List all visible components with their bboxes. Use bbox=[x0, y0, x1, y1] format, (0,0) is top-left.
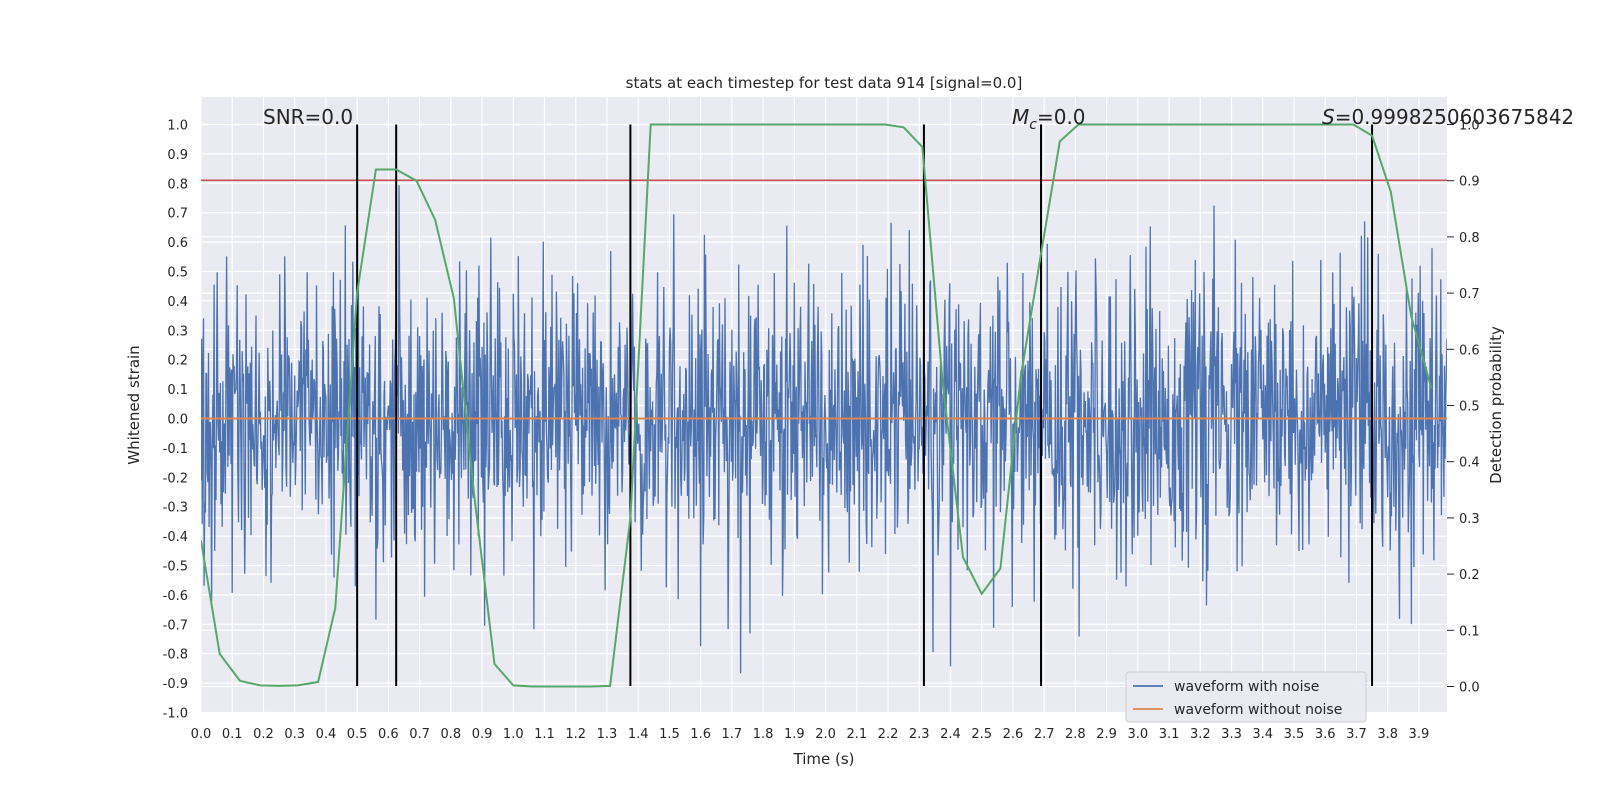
x-tick-label: 1.6 bbox=[690, 727, 711, 742]
y-tick-labels: 1.0 0.9 0.8 0.7 0.6 0.5 0.4 0.3 0.2 0.1 0.0 -0.1 -0.… bbox=[163, 119, 188, 722]
x-tick-label: 3.0 bbox=[1127, 727, 1148, 742]
y-tick-label: 0.9 bbox=[167, 148, 188, 163]
y-tick-label: 1.0 bbox=[167, 119, 188, 134]
x-tick-label: 3.7 bbox=[1346, 727, 1367, 742]
y-tick-label: 0.5 bbox=[167, 266, 188, 281]
x-tick-label: 2.7 bbox=[1034, 727, 1055, 742]
y2-tick-label: 0.9 bbox=[1459, 175, 1480, 190]
x-tick-label: 2.0 bbox=[815, 727, 836, 742]
x-tick-label: 0.6 bbox=[378, 727, 399, 742]
y-tick-label: 0.3 bbox=[167, 324, 188, 339]
y-tick-label: -0.7 bbox=[163, 618, 188, 633]
y-tick-label: -1.0 bbox=[163, 707, 188, 722]
legend-label-with-noise: waveform with noise bbox=[1174, 679, 1319, 695]
snr-annotation: SNR=0.0 bbox=[263, 105, 353, 129]
x-tick-label: 2.4 bbox=[940, 727, 961, 742]
x-tick-label: 1.8 bbox=[753, 727, 774, 742]
y-tick-label: 0.1 bbox=[167, 383, 188, 398]
y2-tick-labels: 1.0 0.9 0.8 0.7 0.6 0.5 0.4 0.3 0.2 0.1 0.0 bbox=[1447, 119, 1480, 696]
y-tick-label: -0.8 bbox=[163, 648, 188, 663]
y2-tick-label: 0.8 bbox=[1459, 231, 1480, 246]
x-tick-label: 0.8 bbox=[440, 727, 461, 742]
y2-tick-label: 0.0 bbox=[1459, 681, 1480, 696]
y-tick-label: 0.2 bbox=[167, 354, 188, 369]
x-tick-label: 2.3 bbox=[909, 727, 930, 742]
y2-tick-label: 0.2 bbox=[1459, 568, 1480, 583]
x-tick-label: 3.3 bbox=[1221, 727, 1242, 742]
legend-box bbox=[1125, 671, 1367, 723]
y-tick-label: 0.8 bbox=[167, 177, 188, 192]
x-tick-label: 3.5 bbox=[1284, 727, 1305, 742]
y-tick-label: -0.9 bbox=[163, 677, 188, 692]
x-tick-label: 1.4 bbox=[628, 727, 649, 742]
x-tick-label: 0.2 bbox=[253, 727, 274, 742]
y2-tick-label: 0.6 bbox=[1459, 343, 1480, 358]
y-tick-label: 0.7 bbox=[167, 207, 188, 222]
x-tick-label: 0.1 bbox=[222, 727, 243, 742]
y-tick-label: -0.4 bbox=[163, 530, 188, 545]
y2-tick-label: 1.0 bbox=[1459, 119, 1480, 134]
x-tick-label: 3.4 bbox=[1252, 727, 1273, 742]
x-tick-label: 2.9 bbox=[1096, 727, 1117, 742]
stat-value: =0.9998250603675842 bbox=[1335, 105, 1574, 129]
legend: waveform with noise waveform without noi… bbox=[1125, 671, 1367, 723]
y2-tick-label: 0.1 bbox=[1459, 624, 1480, 639]
y-axis-label: Whitened strain bbox=[125, 345, 143, 464]
x-tick-label: 1.1 bbox=[534, 727, 555, 742]
x-tick-label: 2.6 bbox=[1003, 727, 1024, 742]
x-tick-label: 0.4 bbox=[316, 727, 337, 742]
x-tick-label: 0.5 bbox=[347, 727, 368, 742]
x-tick-label: 1.0 bbox=[503, 727, 524, 742]
chart-title: stats at each timestep for test data 914… bbox=[626, 74, 1023, 92]
x-tick-label: 1.3 bbox=[597, 727, 618, 742]
x-tick-label: 2.2 bbox=[878, 727, 899, 742]
chirp-mass-subscript: c bbox=[1029, 117, 1037, 133]
waveform-with-noise-series bbox=[201, 185, 1447, 674]
y-tick-label: 0.4 bbox=[167, 295, 188, 310]
y-tick-label: -0.3 bbox=[163, 501, 188, 516]
x-tick-label: 2.8 bbox=[1065, 727, 1086, 742]
x-tick-label: 1.9 bbox=[784, 727, 805, 742]
x-tick-label: 0.3 bbox=[284, 727, 305, 742]
y-tick-label: -0.6 bbox=[163, 589, 188, 604]
x-tick-label: 1.5 bbox=[659, 727, 680, 742]
y-tick-label: 0.6 bbox=[167, 236, 188, 251]
x-tick-label: 1.7 bbox=[722, 727, 743, 742]
chirp-mass-annotation: Mc=0.0 bbox=[1012, 105, 1086, 133]
legend-label-without-noise: waveform without noise bbox=[1174, 702, 1342, 718]
detection-probability-series bbox=[201, 123, 1433, 688]
y-tick-label: 0.0 bbox=[167, 413, 188, 428]
x-tick-label: 3.1 bbox=[1159, 727, 1180, 742]
x-tick-label: 0.9 bbox=[472, 727, 493, 742]
x-tick-label: 3.9 bbox=[1409, 727, 1430, 742]
x-tick-label: 3.6 bbox=[1315, 727, 1336, 742]
x-tick-label: 0.7 bbox=[409, 727, 430, 742]
stat-annotation: S=0.9998250603675842 bbox=[1322, 105, 1574, 129]
chirp-mass-symbol: M bbox=[1012, 105, 1029, 129]
x-tick-label: 3.2 bbox=[1190, 727, 1211, 742]
y2-axis-label: Detection probability bbox=[1487, 326, 1505, 484]
y-tick-label: -0.1 bbox=[163, 442, 188, 457]
y-tick-label: -0.2 bbox=[163, 471, 188, 486]
x-tick-label: 2.1 bbox=[846, 727, 867, 742]
y2-tick-label: 0.3 bbox=[1459, 512, 1480, 527]
x-tick-label: 2.5 bbox=[971, 727, 992, 742]
trigger-lines bbox=[356, 124, 1374, 687]
x-tick-label: 0.0 bbox=[191, 727, 212, 742]
y-tick-label: -0.5 bbox=[163, 560, 188, 575]
x-tick-label: 1.2 bbox=[565, 727, 586, 742]
stat-symbol: S bbox=[1322, 105, 1335, 129]
chirp-mass-value: =0.0 bbox=[1037, 105, 1086, 129]
x-tick-label: 3.8 bbox=[1377, 727, 1398, 742]
x-axis-label: Time (s) bbox=[793, 750, 855, 768]
y2-tick-label: 0.4 bbox=[1459, 456, 1480, 471]
y2-tick-label: 0.5 bbox=[1459, 400, 1480, 415]
y2-tick-label: 0.7 bbox=[1459, 287, 1480, 302]
x-tick-labels: 0.0 0.1 0.2 0.3 0.4 0.5 0.6 0.7 0.8 0.9 1.0 1.1 1.2 1… bbox=[191, 727, 1430, 742]
